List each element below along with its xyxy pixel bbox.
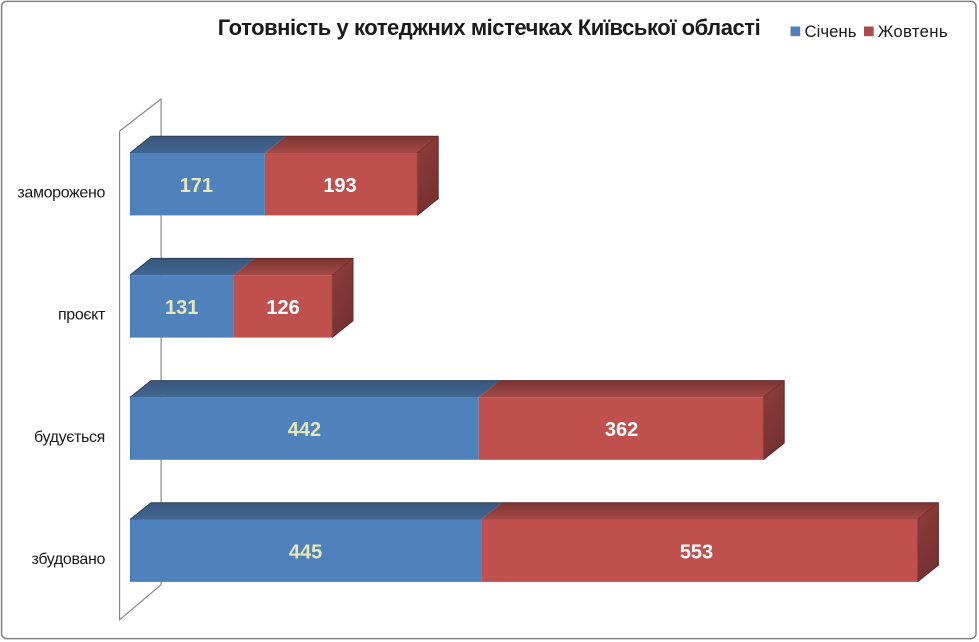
svg-text:126: 126 bbox=[266, 297, 299, 319]
svg-text:131: 131 bbox=[165, 297, 198, 319]
svg-text:збудовано: збудовано bbox=[32, 551, 106, 568]
svg-text:Готовність у котеджних містечк: Готовність у котеджних містечках Київськ… bbox=[218, 15, 761, 40]
svg-text:442: 442 bbox=[288, 419, 321, 441]
svg-text:362: 362 bbox=[605, 419, 638, 441]
svg-text:445: 445 bbox=[289, 541, 322, 563]
svg-text:будується: будується bbox=[34, 429, 105, 446]
svg-text:Січень: Січень bbox=[805, 22, 857, 41]
svg-text:проєкт: проєкт bbox=[58, 307, 106, 324]
svg-text:Жовтень: Жовтень bbox=[878, 22, 948, 41]
svg-text:553: 553 bbox=[680, 541, 713, 563]
svg-text:193: 193 bbox=[323, 175, 356, 197]
svg-text:заморожено: заморожено bbox=[17, 185, 105, 202]
svg-text:171: 171 bbox=[180, 175, 213, 197]
